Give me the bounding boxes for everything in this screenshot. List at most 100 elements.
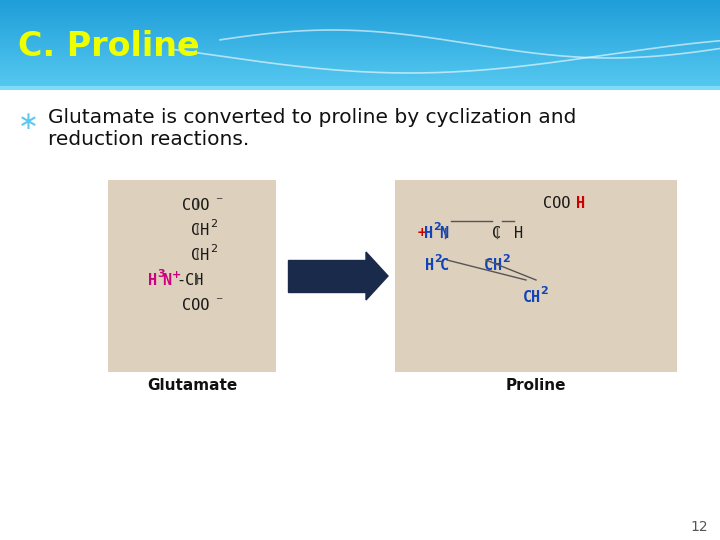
Bar [0,51,720,52]
Bar [0,66,720,67]
Bar [0,48,720,49]
Bar [0,11,720,12]
Bar [0,86,720,87]
Text: C. Proline: C. Proline [18,30,199,63]
Bar [0,58,720,59]
Bar [0,35,720,36]
Text: COO: COO [182,298,210,313]
Bar [0,18,720,19]
Text: H: H [493,258,502,273]
Polygon shape [366,252,388,300]
Bar [0,6,720,7]
Text: C: C [484,258,493,273]
Bar [395,180,677,372]
Bar [0,65,720,66]
Bar [0,40,720,42]
Bar [0,4,720,5]
Bar [0,13,720,14]
Text: 2: 2 [210,244,217,254]
Bar [108,180,276,372]
Bar [0,49,720,50]
Bar [0,72,720,73]
Text: C: C [523,290,532,305]
Bar [0,32,720,33]
Bar [0,55,720,56]
Bar [0,75,720,76]
Bar [0,87,720,88]
Bar [0,57,720,58]
Text: C: C [440,258,449,273]
Bar [0,52,720,53]
Bar [0,14,720,15]
Bar [0,38,720,39]
Bar [0,85,720,86]
Bar [0,31,720,32]
Text: reduction reactions.: reduction reactions. [48,130,249,149]
Text: ⁻: ⁻ [215,295,222,309]
Text: CH: CH [192,223,210,238]
Text: -CH: -CH [176,273,204,288]
Bar [0,44,720,45]
Bar [0,17,720,18]
Bar [0,80,720,81]
Text: N: N [163,273,171,288]
Text: COO: COO [182,198,210,213]
Bar [0,74,720,75]
Bar [0,78,720,79]
Bar [0,28,720,29]
Bar [0,42,720,43]
Bar [0,29,720,30]
Text: 2: 2 [210,219,217,229]
Bar [0,36,720,37]
Text: ⁻: ⁻ [215,195,222,209]
Text: Proline: Proline [505,378,566,393]
Text: H: H [514,226,523,241]
Text: +: + [171,270,181,280]
Bar [0,1,720,2]
Bar [0,8,720,9]
Bar [0,25,720,26]
Bar [0,26,720,28]
Bar [0,23,720,24]
Polygon shape [288,260,366,292]
Bar [0,73,720,74]
Bar [0,79,720,80]
Bar [0,19,720,20]
Bar [0,59,720,60]
Text: 2: 2 [540,286,548,296]
Bar [0,12,720,13]
Bar [0,0,720,1]
Bar [0,39,720,40]
Bar [0,20,720,21]
Text: 2: 2 [434,254,442,264]
Bar [0,16,720,17]
Bar [0,43,720,44]
Text: H: H [424,226,433,241]
Bar [0,22,720,23]
Text: H: H [425,258,434,273]
Bar [0,15,720,16]
Bar [0,63,720,64]
Text: 3: 3 [158,269,165,279]
Text: Glutamate: Glutamate [147,378,237,393]
Text: H: H [148,273,158,288]
Text: C: C [492,226,501,241]
Bar [0,83,720,84]
Bar [0,53,720,55]
Bar [0,2,720,3]
Bar [0,10,720,11]
Bar [0,77,720,78]
Bar [0,71,720,72]
Bar [0,30,720,31]
Text: 2: 2 [433,222,441,232]
Text: N: N [439,226,448,241]
Bar [0,68,720,69]
Text: COO: COO [543,196,570,211]
Bar [0,46,720,48]
Bar [0,21,720,22]
Text: +: + [417,226,428,239]
Bar [0,67,720,68]
Bar [0,3,720,4]
Bar [0,33,720,35]
Bar [0,76,720,77]
